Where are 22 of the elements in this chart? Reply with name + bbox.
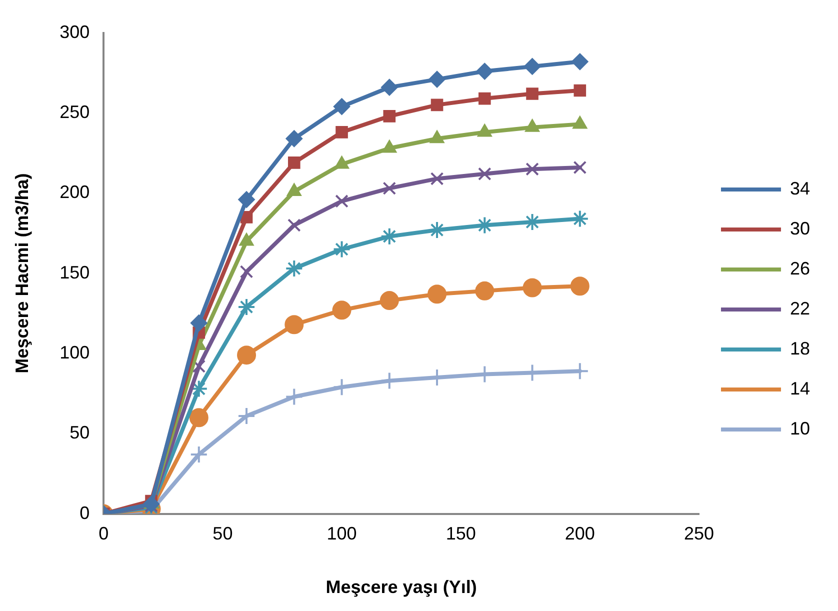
legend-label: 30 — [790, 218, 810, 238]
x-tick-label: 150 — [446, 524, 476, 544]
y-tick-label: 250 — [60, 102, 90, 122]
y-tick-label: 100 — [60, 342, 90, 362]
x-tick-label: 100 — [326, 524, 357, 544]
x-tick-label: 250 — [684, 524, 714, 544]
y-tick-label: 300 — [60, 22, 90, 42]
y-tick-label: 200 — [60, 182, 90, 202]
y-tick-label: 0 — [80, 502, 90, 523]
x-axis-title: Meşcere yaşı (Yıl) — [326, 577, 477, 598]
x-tick-label: 200 — [564, 524, 595, 544]
y-axis-title: Meşcere Hacmi (m3/ha) — [12, 173, 32, 374]
legend-label: 14 — [790, 378, 810, 398]
y-tick-label: 50 — [70, 422, 90, 443]
y-tick-label: 150 — [60, 262, 90, 282]
legend-label: 10 — [790, 418, 810, 438]
x-tick-label: 50 — [212, 524, 233, 544]
legend-label: 26 — [790, 258, 810, 278]
legend-label: 34 — [790, 178, 810, 198]
legend-label: 18 — [790, 338, 810, 358]
legend-label: 22 — [790, 298, 810, 318]
x-tick-label: 0 — [98, 524, 109, 544]
